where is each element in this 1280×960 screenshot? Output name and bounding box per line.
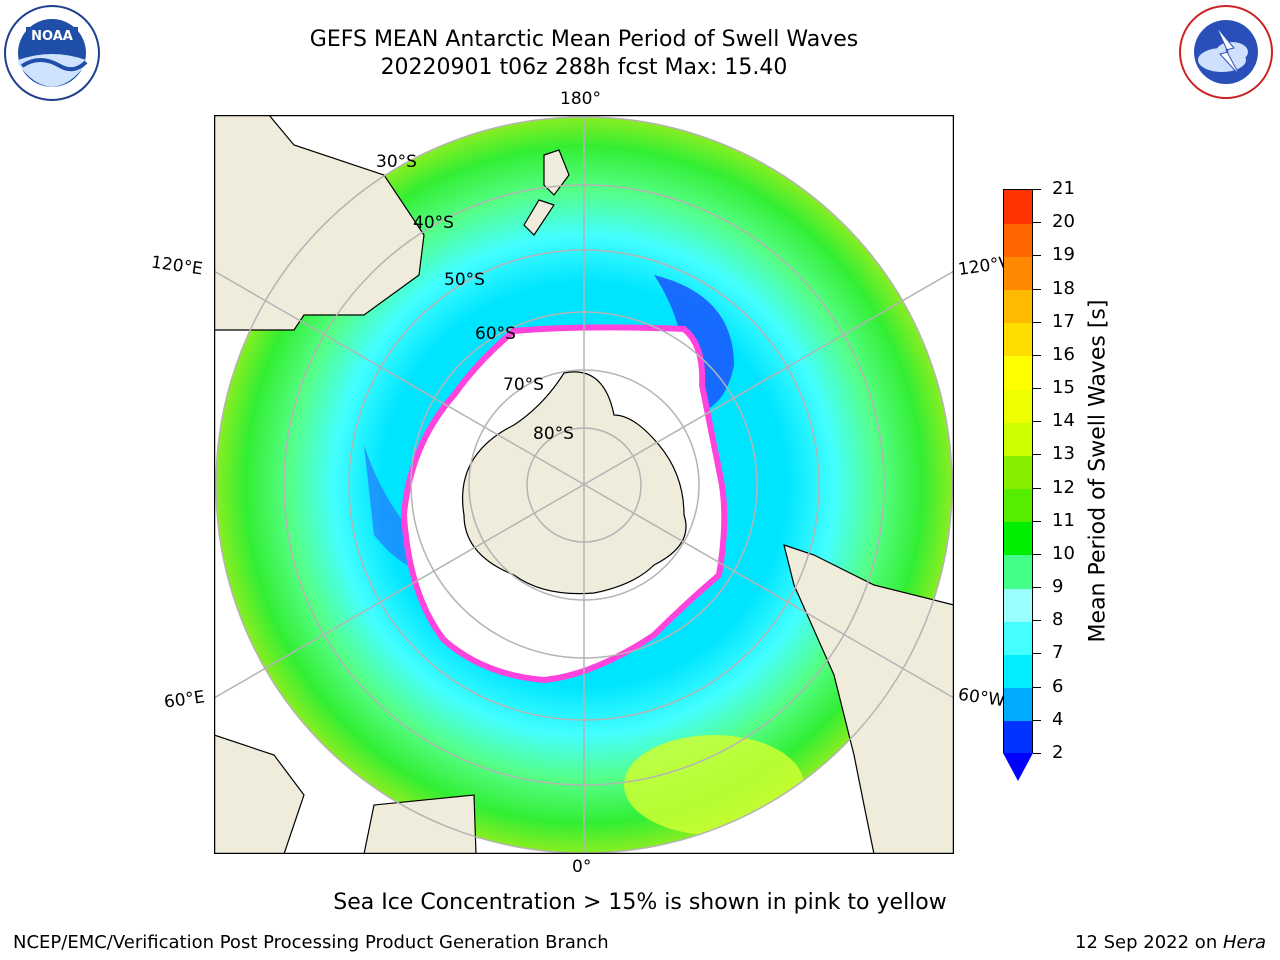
longitude-label-120e: 120°E — [149, 252, 204, 280]
colorbar-tick-label: 21 — [1052, 178, 1075, 199]
colorbar-under-triangle — [1003, 753, 1033, 781]
latitude-label-70s: 70°S — [503, 375, 544, 395]
colorbar-tick-label: 6 — [1052, 675, 1064, 697]
latitude-label-50s: 50°S — [444, 270, 485, 290]
colorbar-tick-mark — [1033, 255, 1041, 257]
colorbar — [1003, 189, 1033, 755]
colorbar-segment — [1004, 256, 1032, 291]
colorbar-tick-label: 12 — [1052, 476, 1075, 498]
colorbar-tick-mark — [1033, 553, 1041, 555]
colorbar-tick-label: 4 — [1052, 708, 1064, 730]
colorbar-segment — [1004, 521, 1032, 556]
colorbar-tick-mark — [1033, 753, 1041, 754]
nws-logo — [1176, 4, 1276, 104]
colorbar-tick-mark — [1033, 653, 1041, 655]
colorbar-tick-label: 8 — [1052, 609, 1064, 631]
low-period-region-west — [364, 445, 464, 577]
colorbar-tick-label: 13 — [1052, 443, 1075, 465]
colorbar-tick-mark — [1033, 487, 1041, 489]
antarctica-landmass — [462, 371, 687, 595]
longitude-label-180: 180° — [560, 89, 601, 109]
colorbar-segment — [1004, 554, 1032, 589]
colorbar-tick-mark — [1033, 421, 1041, 423]
latitude-label-80s: 80°S — [533, 424, 574, 444]
colorbar-tick-label: 20 — [1052, 211, 1075, 233]
colorbar-segment — [1004, 455, 1032, 490]
colorbar-title: Mean Period of Swell Waves [s] — [1085, 299, 1111, 643]
colorbar-tick-label: 19 — [1052, 244, 1075, 266]
footer-credit: NCEP/EMC/Verification Post Processing Pr… — [13, 932, 609, 953]
chart-subtitle: 20220901 t06z 288h fcst Max: 15.40 — [380, 55, 788, 80]
colorbar-tick-label: 14 — [1052, 410, 1075, 432]
new-zealand-landmass — [523, 149, 570, 236]
colorbar-tick-mark — [1033, 620, 1041, 622]
colorbar-tick-mark — [1033, 354, 1041, 356]
footer-date-text: 12 Sep 2022 on — [1075, 932, 1223, 953]
polar-map — [214, 115, 954, 854]
colorbar-segment — [1004, 654, 1032, 689]
longitude-label-60w: 60°W — [956, 684, 1007, 712]
colorbar-tick-label: 18 — [1052, 277, 1075, 299]
longitude-label-0: 0° — [572, 857, 592, 877]
colorbar-tick-mark — [1033, 288, 1041, 290]
svg-text:NOAA: NOAA — [31, 29, 73, 44]
colorbar-tick-label: 11 — [1052, 509, 1075, 531]
colorbar-tick-label: 10 — [1052, 542, 1075, 564]
colorbar-tick-mark — [1033, 388, 1041, 390]
africa-landmass — [214, 734, 305, 854]
colorbar-tick-mark — [1033, 454, 1041, 456]
colorbar-segment — [1004, 422, 1032, 456]
colorbar-tick-label: 16 — [1052, 343, 1075, 365]
chart-title: GEFS MEAN Antarctic Mean Period of Swell… — [309, 27, 859, 52]
sea-ice-caption: Sea Ice Concentration > 15% is shown in … — [333, 890, 947, 915]
colorbar-tick-mark — [1033, 222, 1041, 224]
colorbar-tick-mark — [1033, 587, 1041, 589]
colorbar-segment — [1004, 389, 1032, 423]
colorbar-segment — [1004, 687, 1032, 722]
colorbar-tick-label: 2 — [1052, 742, 1064, 763]
colorbar-tick-mark — [1033, 189, 1041, 190]
latitude-label-40s: 40°S — [413, 213, 454, 233]
colorbar-segment — [1004, 355, 1032, 390]
colorbar-segment — [1004, 223, 1032, 257]
colorbar-tick-mark — [1033, 719, 1041, 721]
colorbar-tick-label: 17 — [1052, 310, 1075, 332]
colorbar-tick-label: 15 — [1052, 377, 1075, 399]
footer-date: 12 Sep 2022 on Hera — [1075, 932, 1266, 953]
colorbar-segment — [1004, 588, 1032, 622]
colorbar-segment — [1004, 621, 1032, 655]
colorbar-tick-mark — [1033, 686, 1041, 688]
colorbar-segment — [1004, 289, 1032, 324]
latitude-label-60s: 60°S — [475, 324, 516, 344]
colorbar-segment — [1004, 720, 1032, 755]
colorbar-tick-label: 7 — [1052, 642, 1064, 664]
colorbar-tick-mark — [1033, 520, 1041, 522]
colorbar-tick-mark — [1033, 321, 1041, 323]
colorbar-tick-label: 9 — [1052, 576, 1064, 598]
colorbar-segment — [1004, 322, 1032, 357]
colorbar-segment — [1004, 488, 1032, 523]
noaa-logo: NOAA — [0, 4, 104, 106]
footer-machine: Hera — [1222, 932, 1266, 953]
longitude-label-60e: 60°E — [162, 687, 207, 713]
latitude-label-30s: 30°S — [376, 152, 417, 172]
colorbar-segment — [1004, 190, 1032, 224]
